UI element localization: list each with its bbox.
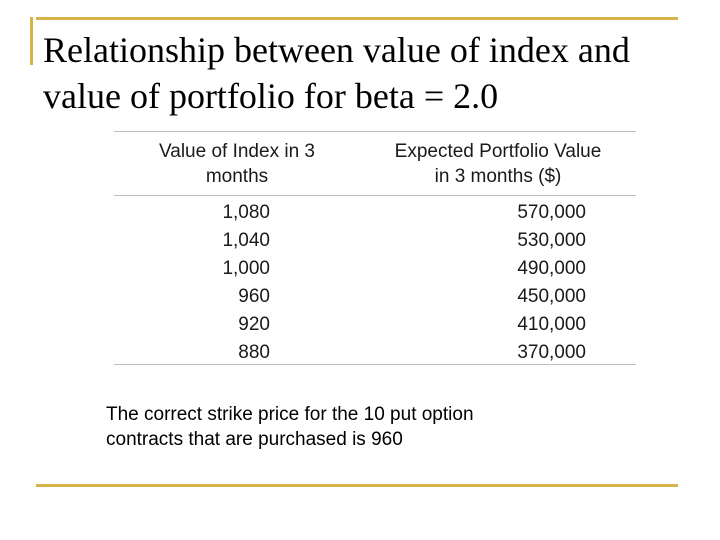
slide-title-line-1: Relationship between value of index and — [43, 30, 630, 70]
table-row: 1,080 570,000 — [114, 199, 636, 227]
table-row: 1,040 530,000 — [114, 227, 636, 255]
slide-title-line-2: value of portfolio for beta = 2.0 — [43, 76, 499, 116]
portfolio-value-cell: 490,000 — [517, 258, 586, 279]
index-value-cell: 1,000 — [222, 258, 270, 279]
table-header-rule — [114, 195, 636, 196]
table-top-rule — [114, 131, 636, 132]
slide-frame-bottom-rule — [36, 484, 678, 487]
strike-price-note-line-1: The correct strike price for the 10 put … — [106, 404, 474, 425]
header-index-value-line-1: Value of Index in 3 — [159, 141, 315, 162]
table-row: 960 450,000 — [114, 283, 636, 311]
portfolio-value-cell: 370,000 — [517, 342, 586, 363]
table-row: 880 370,000 — [114, 339, 636, 367]
table-body: 1,080 570,000 1,040 530,000 1,000 490,00… — [114, 196, 636, 364]
portfolio-value-cell: 530,000 — [517, 230, 586, 251]
table-header-row: Value of Index in 3 months Expected Port… — [114, 132, 636, 195]
index-value-cell: 1,080 — [222, 202, 270, 223]
index-value-cell: 880 — [238, 342, 270, 363]
header-portfolio-value: Expected Portfolio Value in 3 months ($) — [360, 139, 636, 195]
slide-frame-left-rule — [30, 17, 33, 65]
portfolio-value-cell: 410,000 — [517, 314, 586, 335]
header-portfolio-value-line-1: Expected Portfolio Value — [394, 141, 602, 162]
index-value-cell: 1,040 — [222, 230, 270, 251]
index-value-cell: 960 — [238, 286, 270, 307]
header-index-value: Value of Index in 3 months — [114, 139, 360, 195]
slide-frame-top-rule — [36, 17, 678, 20]
table-row: 1,000 490,000 — [114, 255, 636, 283]
strike-price-note: The correct strike price for the 10 put … — [106, 402, 666, 452]
header-portfolio-value-line-2: in 3 months ($) — [434, 166, 562, 187]
slide-title: Relationship between value of index and … — [43, 27, 683, 119]
portfolio-value-cell: 450,000 — [517, 286, 586, 307]
strike-price-note-line-2: contracts that are purchased is 960 — [106, 429, 403, 450]
index-portfolio-table: Value of Index in 3 months Expected Port… — [114, 131, 636, 365]
table-row: 920 410,000 — [114, 311, 636, 339]
index-value-cell: 920 — [238, 314, 270, 335]
portfolio-value-cell: 570,000 — [517, 202, 586, 223]
table-bottom-rule — [114, 364, 636, 365]
header-index-value-line-2: months — [205, 166, 269, 187]
